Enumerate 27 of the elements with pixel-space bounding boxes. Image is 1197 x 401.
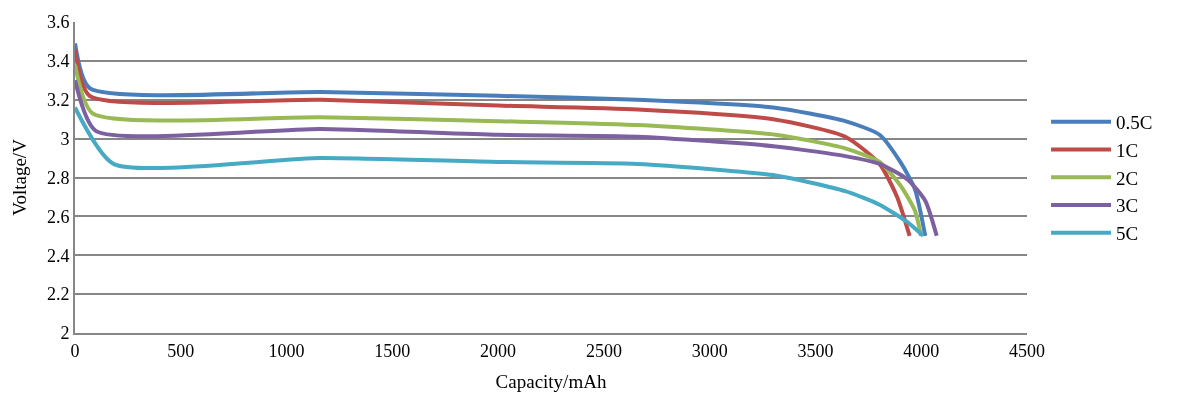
legend-label: 1C (1116, 139, 1139, 161)
y-tick-label: 3.6 (46, 12, 70, 33)
legend-label: 2C (1116, 167, 1139, 189)
y-axis-title: Voltage/V (9, 138, 31, 216)
y-tick-label: 2 (60, 323, 70, 344)
legend-label: 0.5C (1116, 112, 1153, 134)
x-axis-title: Capacity/mAh (495, 370, 607, 392)
x-tick-label: 4500 (1009, 340, 1045, 361)
y-tick-label: 2.8 (46, 167, 70, 188)
line-series (75, 105, 926, 238)
x-tick-label: 1000 (268, 340, 305, 361)
x-tick-label: 3500 (797, 340, 834, 361)
x-tick-label: 2500 (585, 340, 622, 361)
y-tick-label: 2.2 (46, 284, 70, 305)
y-tick-label: 3.2 (46, 90, 70, 111)
x-tick-label: 4000 (903, 340, 940, 361)
y-tick-label: 2.6 (46, 206, 70, 227)
y-tick-label: 3 (60, 128, 70, 149)
y-tick-label: 2.4 (46, 245, 70, 266)
y-tick-label: 3.4 (46, 51, 70, 72)
legend-label: 3C (1116, 195, 1139, 217)
x-tick-label: 0 (70, 340, 80, 361)
x-tick-label: 3000 (691, 340, 728, 361)
x-tick-label: 2000 (480, 340, 517, 361)
x-tick-label: 500 (167, 340, 195, 361)
legend-label: 5C (1116, 223, 1139, 245)
x-tick-label: 1500 (374, 340, 411, 361)
